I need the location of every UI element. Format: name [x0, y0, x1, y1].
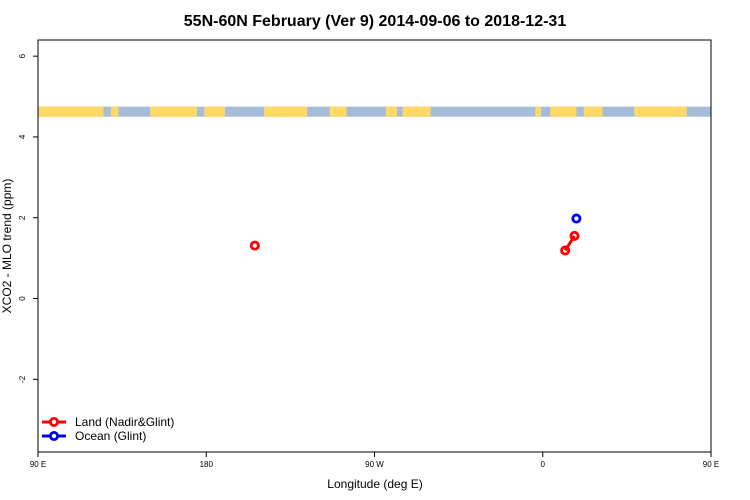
- legend-label: Land (Nadir&Glint): [75, 415, 174, 429]
- map-land-segment: [535, 106, 541, 117]
- map-land-segment: [634, 106, 687, 117]
- map-land-segment: [204, 106, 225, 117]
- chart-title: 55N-60N February (Ver 9) 2014-09-06 to 2…: [184, 13, 567, 30]
- y-tick-label: -2: [18, 375, 27, 383]
- plot-frame: [37, 39, 712, 453]
- map-land-segment: [150, 106, 197, 117]
- series-group: [571, 213, 582, 224]
- y-axis: -2 0 2 4 6: [18, 53, 38, 383]
- x-tick-label: 180: [200, 460, 214, 469]
- legend-label: Ocean (Glint): [75, 429, 146, 443]
- x-tick-label: 90 E: [30, 460, 46, 469]
- legend: Land (Nadir&Glint)Ocean (Glint): [42, 415, 174, 443]
- map-land-segment: [110, 106, 119, 117]
- y-tick-label: 0: [18, 296, 27, 301]
- map-land-segment: [38, 106, 104, 117]
- x-tick-label: 0: [541, 460, 546, 469]
- x-tick-label: 90 W: [365, 460, 384, 469]
- map-land-segment: [385, 106, 397, 117]
- map-land-segment: [329, 106, 347, 117]
- legend-marker: [49, 416, 60, 427]
- data-point: [569, 230, 580, 241]
- data-point: [571, 213, 582, 224]
- data-point: [249, 240, 260, 251]
- y-tick-label: 2: [18, 215, 27, 220]
- series-group: [249, 230, 580, 256]
- map-land-segment: [550, 106, 577, 117]
- legend-marker: [49, 430, 60, 441]
- y-tick-label: 6: [18, 53, 27, 58]
- map-land-segment: [583, 106, 603, 117]
- x-tick-label: 90 E: [703, 460, 719, 469]
- series-layer: [249, 213, 582, 256]
- world-map-strip: [38, 106, 711, 117]
- map-land-segment: [402, 106, 431, 117]
- map-ocean-band: [38, 106, 711, 117]
- y-tick-label: 4: [18, 134, 27, 139]
- y-axis-label: XCO2 - MLO trend (ppm): [0, 179, 14, 314]
- map-land-segment: [264, 106, 308, 117]
- x-axis-label: Longitude (deg E): [327, 477, 422, 491]
- data-point: [560, 245, 571, 256]
